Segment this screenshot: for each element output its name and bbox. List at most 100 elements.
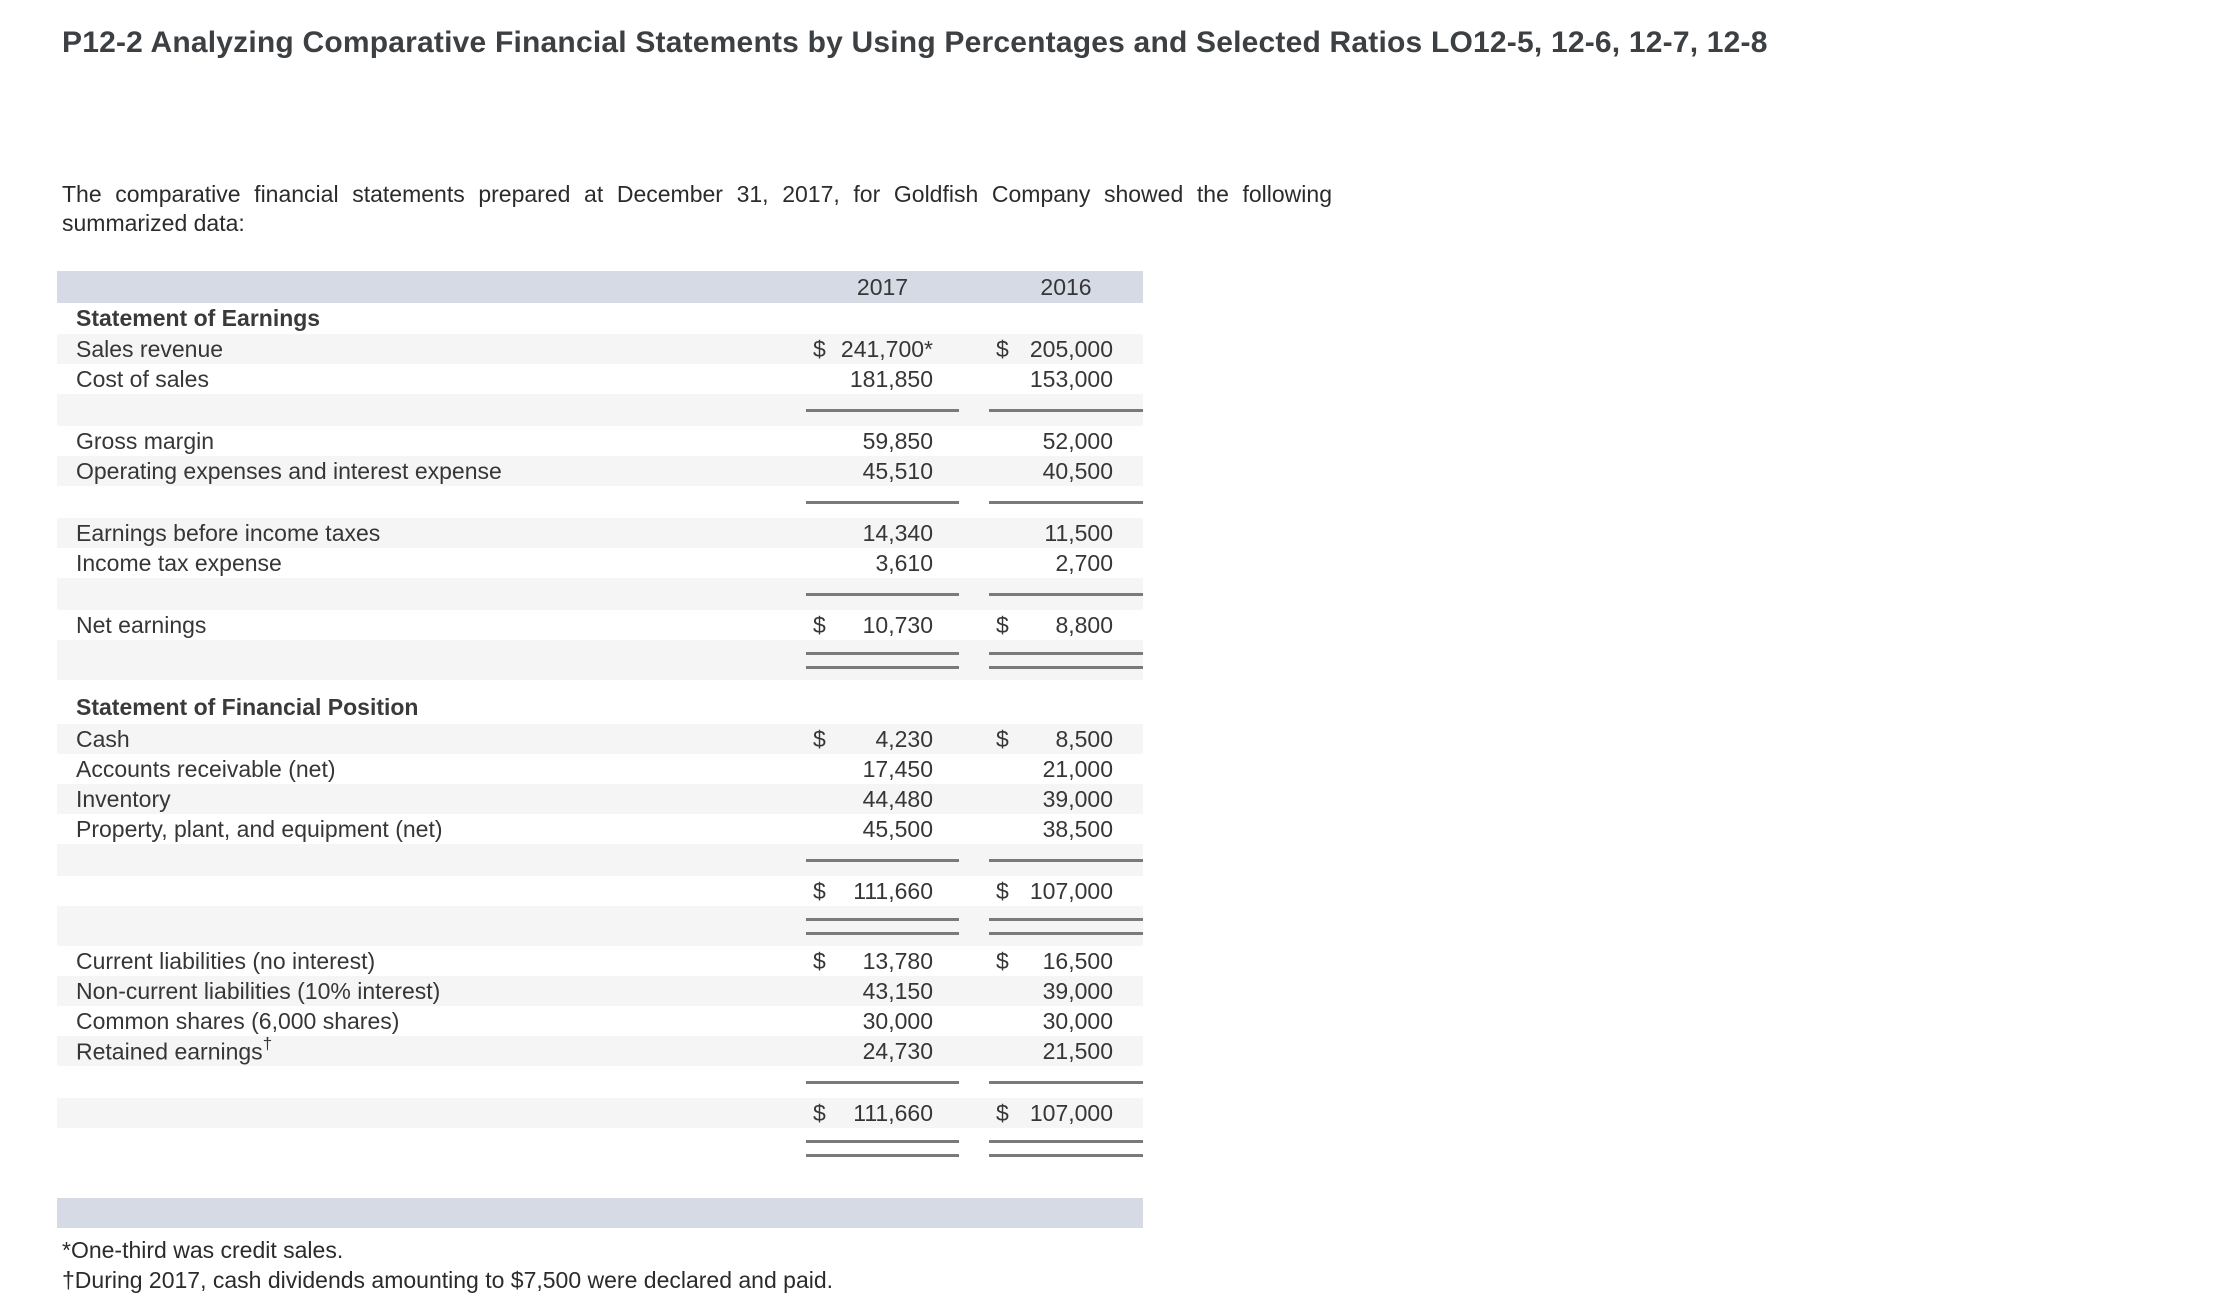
table-row: Property, plant, and equipment (net) 45,5… bbox=[57, 814, 1143, 844]
amount-value: 30,000 bbox=[1042, 1007, 1113, 1034]
underline-spacer-row bbox=[57, 578, 1143, 610]
double-underline-spacer-row bbox=[57, 640, 1143, 680]
problem-title: P12-2 Analyzing Comparative Financial St… bbox=[62, 26, 1768, 59]
amount-cell: $111,660 bbox=[806, 878, 959, 905]
double-underline bbox=[806, 1139, 959, 1157]
underline-rule bbox=[806, 408, 959, 412]
amount-value: 107,000 bbox=[1029, 877, 1113, 904]
amount-value: 43,150 bbox=[862, 977, 933, 1004]
amount-value: 45,500 bbox=[862, 815, 933, 842]
underline-spacer-row bbox=[57, 486, 1143, 518]
underline-rule bbox=[989, 1139, 1143, 1143]
underline-rule bbox=[806, 858, 959, 862]
year-header-row: 2017 2016 bbox=[57, 271, 1143, 303]
single-underline bbox=[806, 1080, 959, 1084]
double-underline bbox=[989, 1139, 1143, 1157]
table-row: Cost of sales 181,850 153,000 bbox=[57, 364, 1143, 394]
footnote-dividends: †During 2017, cash dividends amounting t… bbox=[62, 1267, 834, 1294]
row-label: Statement of Earnings bbox=[76, 305, 321, 331]
single-underline bbox=[806, 858, 959, 862]
amount-value: 205,000 bbox=[1029, 335, 1113, 362]
amount-value: 40,500 bbox=[1042, 457, 1113, 484]
row-label: Retained earnings† bbox=[76, 1034, 273, 1065]
row-label: Earnings before income taxes bbox=[76, 519, 381, 546]
table-row: Operating expenses and interest expense 4… bbox=[57, 456, 1143, 486]
single-underline bbox=[989, 500, 1143, 504]
table-row: Retained earnings† 24,730 21,500 bbox=[57, 1034, 1143, 1066]
single-underline bbox=[806, 592, 959, 596]
table-row: Income tax expense 3,610 2,700 bbox=[57, 548, 1143, 578]
underline-rule bbox=[989, 1080, 1143, 1084]
underline-rule bbox=[989, 651, 1143, 655]
dollar-sign: $ bbox=[996, 335, 1009, 362]
table-row: Accounts receivable (net) 17,450 21,000 bbox=[57, 754, 1143, 784]
section-statement-of-earnings: Statement of Earnings bbox=[57, 303, 1143, 334]
amount-cell: 181,850 bbox=[806, 366, 959, 393]
amount-cell: 11,500 bbox=[989, 520, 1143, 547]
amount-cell: 38,500 bbox=[989, 816, 1143, 843]
dollar-sign: $ bbox=[813, 725, 826, 752]
footnotes: *One-third was credit sales. †During 201… bbox=[62, 1235, 833, 1296]
single-underline bbox=[989, 592, 1143, 596]
table-row: Gross margin 59,850 52,000 bbox=[57, 426, 1143, 456]
underline-rule bbox=[989, 592, 1143, 596]
dollar-sign: $ bbox=[996, 947, 1009, 974]
amount-value: 30,000 bbox=[862, 1007, 933, 1034]
amount-value: 13,780 bbox=[862, 947, 933, 974]
double-underline bbox=[806, 917, 959, 935]
single-underline bbox=[989, 408, 1143, 412]
amount-cell: 153,000 bbox=[989, 366, 1143, 393]
amount-value: 3,610 bbox=[875, 549, 933, 576]
underline-spacer-row bbox=[57, 394, 1143, 426]
amount-value: 10,730 bbox=[862, 611, 933, 638]
amount-cell: 40,500 bbox=[989, 458, 1143, 485]
table-row: Non-current liabilities (10% interest) 43… bbox=[57, 976, 1143, 1006]
amount-value: 21,500 bbox=[1042, 1037, 1113, 1064]
dollar-sign: $ bbox=[996, 611, 1009, 638]
underline-rule bbox=[806, 1139, 959, 1143]
amount-cell: $8,800 bbox=[989, 612, 1143, 639]
row-label: Gross margin bbox=[76, 427, 215, 454]
row-label: Statement of Financial Position bbox=[76, 694, 419, 720]
amount-cell: 43,150 bbox=[806, 978, 959, 1005]
amount-value: 8,800 bbox=[1055, 611, 1113, 638]
row-label: Accounts receivable (net) bbox=[76, 755, 336, 782]
amount-value: 8,500 bbox=[1055, 725, 1113, 752]
underline-rule bbox=[989, 917, 1143, 921]
amount-value: 52,000 bbox=[1042, 427, 1113, 454]
amount-cell: 3,610 bbox=[806, 550, 959, 577]
dollar-sign: $ bbox=[996, 877, 1009, 904]
amount-cell: $8,500 bbox=[989, 726, 1143, 753]
amount-value: 107,000 bbox=[1029, 1099, 1113, 1126]
year-column-2016: 2016 bbox=[1040, 273, 1092, 300]
underline-rule bbox=[806, 1080, 959, 1084]
dollar-sign: $ bbox=[813, 877, 826, 904]
underline-rule bbox=[989, 665, 1143, 669]
double-underline bbox=[806, 651, 959, 669]
amount-cell: 30,000 bbox=[989, 1008, 1143, 1035]
amount-value: 153,000 bbox=[1029, 365, 1113, 392]
row-label: Common shares (6,000 shares) bbox=[76, 1007, 400, 1034]
row-label: Property, plant, and equipment (net) bbox=[76, 815, 443, 842]
amount-cell: 52,000 bbox=[989, 428, 1143, 455]
table-row: Current liabilities (no interest) $13,780… bbox=[57, 946, 1143, 976]
total-liabilities-equity-row: $111,660 $107,000 bbox=[57, 1098, 1143, 1128]
amount-cell: 45,510 bbox=[806, 458, 959, 485]
total-assets-row: $111,660 $107,000 bbox=[57, 876, 1143, 906]
single-underline bbox=[989, 858, 1143, 862]
amount-cell: 59,850 bbox=[806, 428, 959, 455]
underline-rule bbox=[806, 1153, 959, 1157]
intro-paragraph: The comparative financial statements pre… bbox=[62, 181, 1332, 237]
table-row: Common shares (6,000 shares) 30,000 30,000 bbox=[57, 1006, 1143, 1036]
dollar-sign: $ bbox=[996, 725, 1009, 752]
amount-value: 39,000 bbox=[1042, 977, 1113, 1004]
underline-rule bbox=[989, 408, 1143, 412]
amount-value: 44,480 bbox=[862, 785, 933, 812]
amount-cell: 24,730 bbox=[806, 1038, 959, 1065]
amount-value: 45,510 bbox=[862, 457, 933, 484]
underline-rule bbox=[989, 931, 1143, 935]
double-underline-spacer-row bbox=[57, 1128, 1143, 1168]
amount-cell: 14,340 bbox=[806, 520, 959, 547]
single-underline bbox=[806, 500, 959, 504]
